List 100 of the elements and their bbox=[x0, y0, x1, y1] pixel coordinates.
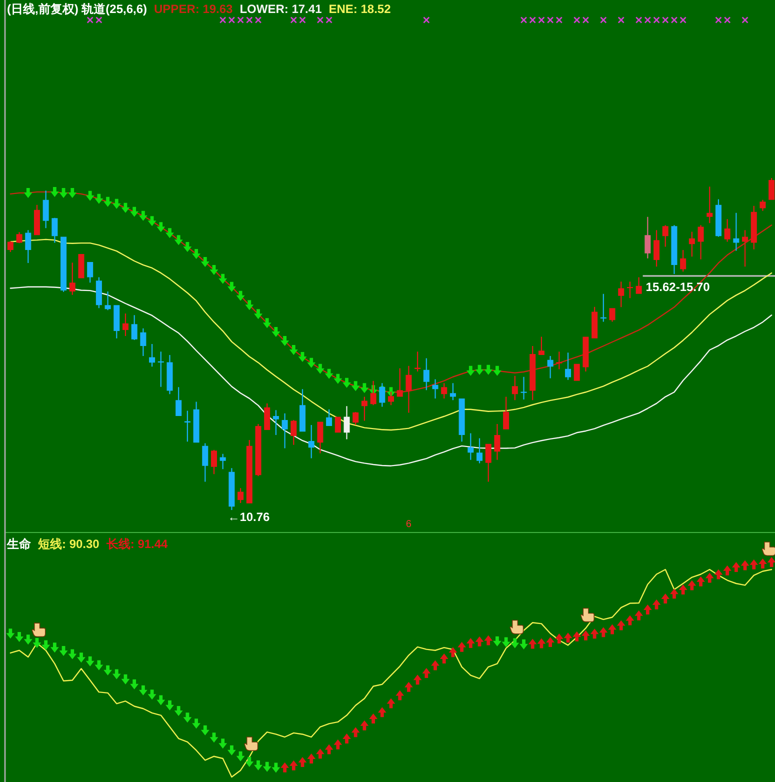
point bbox=[280, 762, 289, 772]
point bbox=[86, 190, 94, 201]
point bbox=[174, 235, 183, 246]
point bbox=[218, 274, 228, 284]
point bbox=[210, 264, 218, 275]
point bbox=[148, 216, 156, 226]
point bbox=[148, 690, 156, 700]
point bbox=[334, 739, 342, 750]
point bbox=[94, 660, 104, 670]
point bbox=[42, 640, 50, 650]
point bbox=[386, 698, 396, 708]
point bbox=[68, 188, 77, 198]
point bbox=[670, 588, 678, 599]
point bbox=[200, 725, 210, 736]
point bbox=[431, 660, 440, 670]
point bbox=[50, 642, 59, 653]
point bbox=[183, 712, 192, 723]
point bbox=[68, 649, 77, 660]
point bbox=[121, 674, 130, 684]
point bbox=[466, 366, 475, 376]
point bbox=[714, 569, 723, 580]
point bbox=[156, 222, 166, 232]
point bbox=[15, 632, 24, 642]
candlestick bbox=[450, 383, 456, 400]
point bbox=[458, 642, 466, 652]
point bbox=[661, 594, 670, 604]
point bbox=[112, 669, 121, 680]
point bbox=[166, 228, 174, 238]
candlestick bbox=[344, 406, 350, 440]
point bbox=[227, 282, 236, 292]
point bbox=[32, 638, 42, 648]
chart-title: (日线,前复权) 轨道(25,6,6) bbox=[7, 2, 148, 16]
candlestick bbox=[698, 225, 704, 260]
candlestick bbox=[520, 376, 527, 400]
point bbox=[510, 638, 520, 648]
point bbox=[307, 754, 316, 764]
point bbox=[608, 624, 616, 634]
point bbox=[572, 631, 582, 642]
point bbox=[298, 756, 307, 767]
point bbox=[678, 584, 688, 595]
candlestick bbox=[556, 352, 562, 370]
point bbox=[174, 706, 183, 716]
candlestick bbox=[282, 413, 288, 448]
text: LOWER: 17.41 bbox=[240, 2, 322, 16]
point bbox=[599, 627, 608, 638]
point bbox=[218, 738, 228, 749]
point bbox=[643, 604, 652, 615]
point bbox=[316, 364, 324, 374]
point bbox=[696, 576, 705, 586]
point bbox=[210, 732, 218, 743]
point bbox=[360, 720, 369, 730]
point bbox=[6, 628, 15, 639]
point bbox=[351, 381, 360, 392]
candlestick bbox=[220, 454, 226, 470]
point bbox=[484, 364, 493, 375]
candlestick bbox=[396, 368, 403, 397]
point bbox=[466, 638, 475, 648]
point bbox=[289, 760, 298, 770]
point bbox=[537, 638, 546, 648]
point bbox=[86, 656, 94, 666]
candlestick bbox=[406, 366, 412, 413]
point bbox=[705, 572, 714, 583]
point bbox=[192, 249, 200, 260]
text: 长线: 91.44 bbox=[105, 537, 168, 551]
point bbox=[351, 727, 360, 738]
point bbox=[528, 638, 537, 649]
point bbox=[546, 636, 555, 647]
point bbox=[236, 751, 245, 762]
point bbox=[396, 690, 404, 700]
point bbox=[227, 745, 236, 756]
point bbox=[245, 300, 254, 310]
point bbox=[138, 685, 148, 696]
point bbox=[192, 718, 200, 729]
point bbox=[758, 558, 767, 569]
point bbox=[307, 358, 316, 368]
point bbox=[130, 679, 139, 690]
point bbox=[262, 318, 272, 328]
point bbox=[590, 628, 599, 639]
point bbox=[360, 383, 369, 394]
annotation: ←10.76 bbox=[228, 510, 270, 524]
point bbox=[767, 557, 775, 567]
point bbox=[484, 635, 493, 646]
point bbox=[750, 559, 758, 570]
point bbox=[316, 748, 324, 759]
point bbox=[245, 756, 254, 767]
candlestick bbox=[432, 379, 438, 398]
point bbox=[652, 599, 661, 610]
point bbox=[156, 695, 166, 706]
point bbox=[130, 206, 139, 217]
point bbox=[254, 309, 262, 320]
point bbox=[272, 327, 280, 338]
candlestick bbox=[494, 424, 500, 460]
point bbox=[121, 202, 130, 213]
point bbox=[475, 364, 484, 375]
point bbox=[475, 636, 484, 646]
point bbox=[334, 374, 342, 384]
point bbox=[616, 620, 626, 630]
point bbox=[369, 714, 378, 724]
point bbox=[422, 668, 431, 678]
candlestick bbox=[104, 292, 111, 310]
